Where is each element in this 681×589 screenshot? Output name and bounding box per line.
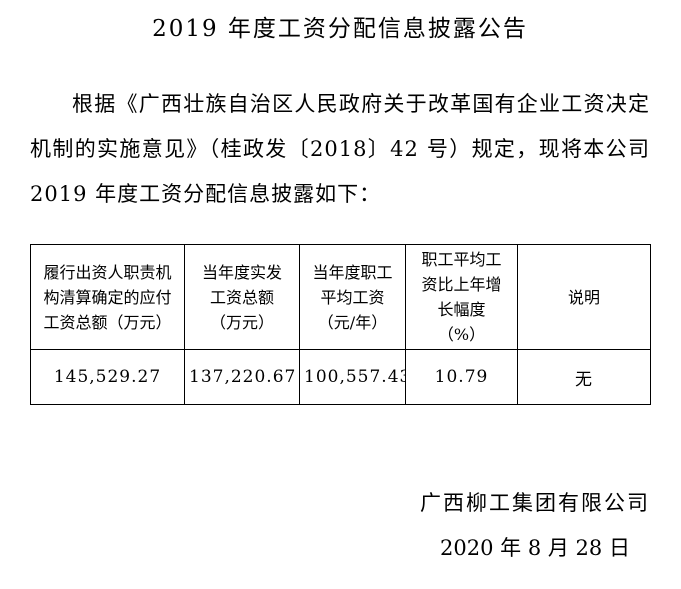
document-title: 2019 年度工资分配信息披露公告 [152,16,528,42]
signature-block: 广西柳工集团有限公司 2020 年 8 月 28 日 [420,481,650,571]
table-data-row: 145,529.27 137,220.67 100,557.43 10.79 无 [30,349,651,405]
table-header-row: 履行出资人职责机构清算确定的应付工资总额（万元） 当年度实发工资总额（万元） 当… [30,244,651,350]
signature-date: 2020 年 8 月 28 日 [440,536,630,560]
wage-disclosure-table: 履行出资人职责机构清算确定的应付工资总额（万元） 当年度实发工资总额（万元） 当… [30,244,651,405]
header-cell-growth-rate: 职工平均工资比上年增长幅度（%） [405,244,518,350]
header-cell-remarks: 说明 [517,244,651,350]
header-cell-average-wage: 当年度职工平均工资（元/年） [299,244,406,350]
value-cell-remarks: 无 [517,349,651,405]
value-cell-payable-wage-total: 145,529.27 [30,349,185,405]
signature-company-name: 广西柳工集团有限公司 [420,491,650,515]
header-cell-payable-wage-total: 履行出资人职责机构清算确定的应付工资总额（万元） [30,244,185,350]
body-paragraph: 根据《广西壮族自治区人民政府关于改革国有企业工资决定机制的实施意见》（桂政发〔2… [30,92,650,206]
header-cell-actual-wage-total: 当年度实发工资总额（万元） [184,244,300,350]
value-cell-actual-wage-total: 137,220.67 [184,349,300,405]
value-cell-average-wage: 100,557.43 [299,349,406,405]
value-cell-growth-rate: 10.79 [405,349,518,405]
